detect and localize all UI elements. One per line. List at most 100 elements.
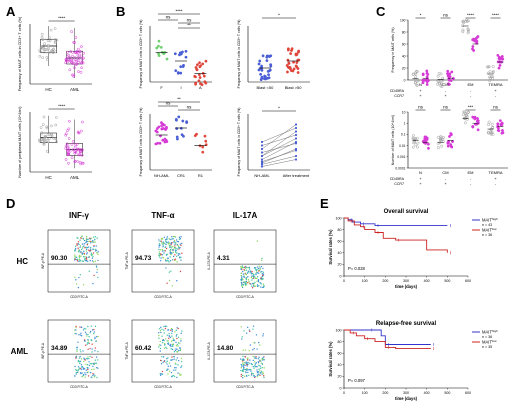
d-event xyxy=(180,256,182,258)
d-event xyxy=(84,372,86,374)
d-event xyxy=(94,241,96,243)
d-event xyxy=(165,267,167,269)
c-top-point xyxy=(451,77,455,80)
d-event xyxy=(257,279,260,281)
d-event xyxy=(172,251,174,254)
d-event xyxy=(97,350,99,353)
c-top-ytick-label: 40 xyxy=(402,54,406,58)
c-bottom-point xyxy=(449,144,453,148)
d-event xyxy=(248,266,251,269)
e-top-xtick-label: 100 xyxy=(362,279,368,283)
c-bottom-point xyxy=(438,141,442,145)
d-event xyxy=(168,242,171,244)
b4-pair-line xyxy=(261,159,297,167)
d-event xyxy=(163,332,165,334)
b1-sig4-label: ** xyxy=(187,23,191,28)
d-event xyxy=(84,344,87,346)
d-event xyxy=(245,332,248,334)
d-event xyxy=(177,359,180,362)
d-event xyxy=(180,332,182,335)
a-bottom-point xyxy=(76,147,80,151)
d-event xyxy=(79,274,82,276)
d-event xyxy=(88,270,90,272)
d-event xyxy=(251,372,253,374)
c-bottom-ylabel: Number of MAIT cells (10^4/ml) xyxy=(391,115,395,165)
c-top-point xyxy=(466,29,470,33)
d-event xyxy=(78,357,81,359)
b1-point xyxy=(197,79,201,83)
d-event xyxy=(87,246,90,248)
d-event xyxy=(160,240,162,242)
d-event xyxy=(258,265,260,267)
d-event xyxy=(252,275,255,278)
d-event xyxy=(242,363,244,366)
d-event xyxy=(174,331,176,333)
d-event xyxy=(85,259,88,262)
d-event xyxy=(259,267,261,269)
d-event xyxy=(242,284,245,286)
e-top-legend-label-high: MAIThigh xyxy=(482,217,498,223)
d-event xyxy=(84,257,86,260)
e-bottom-ytick-label: 20 xyxy=(338,375,342,379)
d-event xyxy=(176,261,178,263)
d-event xyxy=(254,285,257,287)
e-bottom-xtick-label: 200 xyxy=(382,391,388,395)
d-event xyxy=(244,375,246,377)
d-event xyxy=(255,273,257,276)
d-event xyxy=(175,251,177,254)
d-event xyxy=(159,249,162,251)
c-bottom-row1-N: + xyxy=(419,176,422,181)
a-top-point xyxy=(80,61,83,65)
d-event xyxy=(256,240,259,242)
b1-point xyxy=(201,62,205,66)
d-event xyxy=(260,282,262,285)
d-event xyxy=(252,373,255,375)
d-event xyxy=(170,270,172,272)
d-event xyxy=(242,366,245,368)
d-event xyxy=(251,287,254,289)
b1-point xyxy=(173,52,177,56)
d-event xyxy=(160,344,162,346)
b4-point-after xyxy=(294,123,298,126)
c-top-point xyxy=(486,71,490,75)
d-event xyxy=(169,336,172,339)
d-event xyxy=(174,245,176,247)
b3-point xyxy=(157,125,161,129)
d-xlabel: CD3 FITC-A xyxy=(70,295,88,299)
d-event xyxy=(161,356,163,358)
c-top-point xyxy=(465,18,468,22)
c-top-point xyxy=(425,71,429,75)
c-bottom-point xyxy=(491,125,495,129)
b2-point xyxy=(291,69,295,73)
c-top-point xyxy=(466,31,470,35)
d-event xyxy=(86,244,88,246)
d-event xyxy=(177,349,180,352)
d-event xyxy=(158,246,160,248)
b3-sig2-label: ns xyxy=(187,105,193,110)
d-event xyxy=(95,245,97,247)
c-bottom-point xyxy=(466,111,470,115)
b4-xtick-1: After treatment xyxy=(283,173,310,178)
d-event xyxy=(80,255,82,258)
d-event xyxy=(168,333,170,335)
a-bottom-point xyxy=(38,140,42,143)
c-bottom-point xyxy=(446,144,450,148)
d-event xyxy=(243,281,245,284)
d-event xyxy=(254,357,256,360)
d-event xyxy=(254,365,256,368)
d-event xyxy=(158,243,161,245)
d-event xyxy=(76,244,78,246)
b1-point xyxy=(155,46,159,50)
c-bottom-point xyxy=(439,136,443,140)
c-top-point xyxy=(461,30,465,34)
c-top-xtick-CM: CM xyxy=(442,82,448,87)
d-event xyxy=(92,236,95,238)
d-event xyxy=(171,285,174,287)
d-event xyxy=(162,361,164,364)
a-bottom-point xyxy=(71,148,75,152)
d-event xyxy=(95,356,98,358)
a-top-point xyxy=(41,38,45,42)
d-event xyxy=(81,365,84,368)
e-top-xtick-label: 500 xyxy=(444,279,450,283)
